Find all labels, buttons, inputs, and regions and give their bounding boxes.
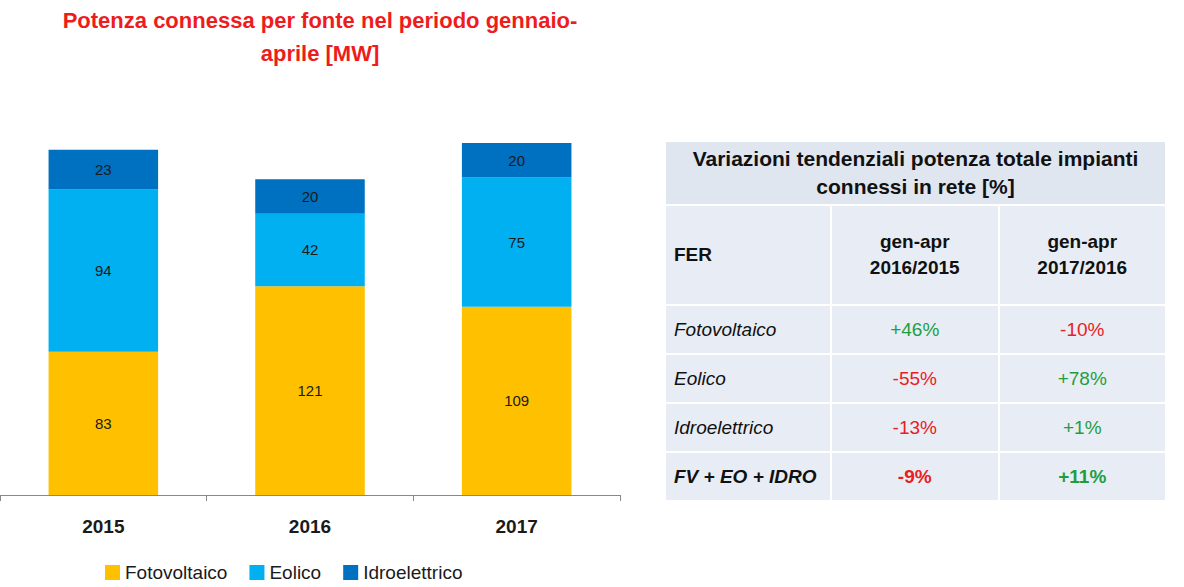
svg-text:42: 42	[302, 241, 319, 258]
html-text:Potenza connessa per fonte nel: Potenza connessa per fonte nel periodo g…	[62, 8, 578, 66]
html-text:Fotovoltaico: Fotovoltaico	[674, 318, 777, 340]
html-text:Eolico: Eolico	[674, 367, 726, 389]
html-text:-13%: -13%	[892, 416, 937, 438]
html-text:Variazioni tendenziali potenza: Variazioni tendenziali potenza totale im…	[692, 147, 1139, 198]
svg-text:Fotovoltaico: Fotovoltaico	[125, 562, 227, 583]
html-text:+11%: +11%	[1058, 465, 1107, 487]
html-text:FV + EO + IDRO: FV + EO + IDRO	[674, 465, 817, 487]
svg-text:121: 121	[297, 382, 322, 399]
svg-text:23: 23	[95, 161, 112, 178]
svg-text:109: 109	[504, 392, 529, 409]
html-text:+1%: +1%	[1063, 416, 1102, 438]
html-text:+46%: +46%	[890, 318, 940, 340]
html-text:gen-apr 2016/2015: gen-apr 2016/2015	[869, 231, 960, 278]
svg-text:204: 204	[504, 121, 530, 138]
svg-text:Idroelettrico: Idroelettrico	[363, 562, 462, 583]
svg-text:75: 75	[508, 234, 525, 251]
svg-text:2016: 2016	[289, 516, 331, 537]
html-text:gen-apr 2017/2016: gen-apr 2017/2016	[1037, 231, 1128, 278]
html-text:-55%: -55%	[892, 367, 937, 389]
svg-text:83: 83	[95, 415, 112, 432]
svg-text:2015: 2015	[82, 516, 125, 537]
html-text:-9%: -9%	[897, 465, 932, 487]
svg-text:200: 200	[91, 128, 116, 145]
svg-text:183: 183	[297, 157, 322, 174]
html-text:Idroelettrico: Idroelettrico	[674, 416, 774, 438]
html-text:+78%: +78%	[1057, 367, 1107, 389]
svg-text:94: 94	[95, 262, 112, 279]
svg-text:20: 20	[302, 188, 319, 205]
svg-text:Eolico: Eolico	[269, 562, 321, 583]
svg-text:2017: 2017	[496, 516, 538, 537]
html-text:-10%: -10%	[1060, 318, 1105, 340]
svg-text:20: 20	[508, 152, 525, 169]
html-text:FER: FER	[674, 244, 712, 265]
